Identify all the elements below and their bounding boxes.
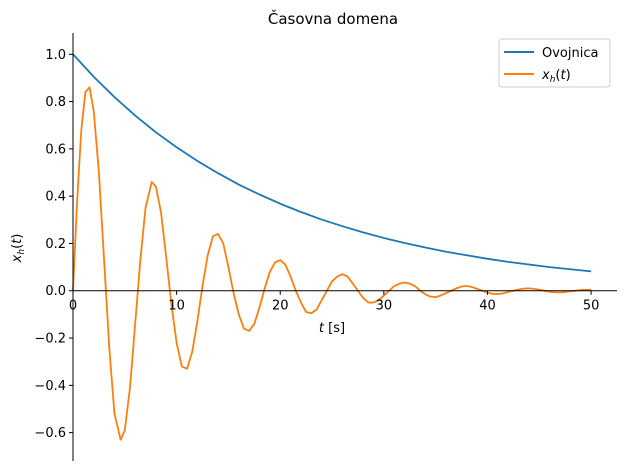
chart-title: Časovna domena: [268, 9, 398, 28]
x-tick-label: 0: [69, 299, 77, 314]
x-tick-label: 50: [583, 299, 600, 314]
series-line-xh: [72, 86, 592, 441]
series-line-ovojnica: [72, 53, 592, 273]
y-tick-label: 0.4: [45, 190, 66, 205]
x-tick-label: 20: [272, 299, 289, 314]
y-tick-label: 0.6: [45, 142, 66, 157]
y-tick-label: 0.0: [45, 284, 66, 299]
legend-label-xh: xh(t): [541, 68, 571, 85]
legend: Ovojnica xh(t): [498, 38, 611, 88]
y-tick-label: −0.4: [34, 379, 66, 394]
y-tick-label: 0.2: [45, 237, 66, 252]
y-axis-label: xh(t): [10, 234, 27, 264]
x-axis-label: t [s]: [319, 321, 345, 336]
x-tick-label: 30: [376, 299, 393, 314]
plot-area: 0 10 20 30 40 50 −0.6 −0.4 −0.2 0.0 0.2 0.4 0.6 0.8 1.…: [34, 33, 617, 461]
y-tick-label: −0.6: [34, 426, 66, 441]
y-tick-label: 0.8: [45, 95, 66, 110]
y-tick-label: −0.2: [34, 332, 66, 347]
x-tick-label: 40: [479, 299, 496, 314]
legend-label-ovojnica: Ovojnica: [542, 46, 598, 61]
y-tick-label: 1.0: [45, 48, 66, 63]
x-tick-label: 10: [168, 299, 185, 314]
